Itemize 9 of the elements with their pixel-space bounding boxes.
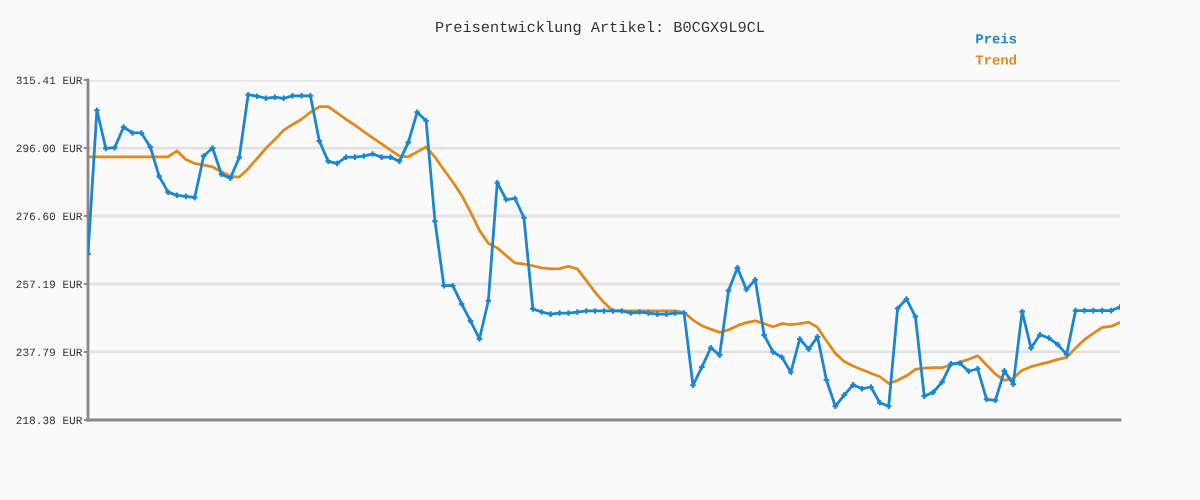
y-tick-label: 296.00 EUR xyxy=(16,144,83,153)
y-tick-label: 276.60 EUR xyxy=(16,212,83,221)
y-tick-label: 237.79 EUR xyxy=(16,348,83,357)
chart-title: Preisentwicklung Artikel: B0CGX9L9CL xyxy=(436,20,765,36)
text: Preis xyxy=(976,33,1017,44)
y-tick-label: 257.19 EUR xyxy=(16,280,83,289)
y-tick-label: 218.38 EUR xyxy=(16,416,83,425)
text: Trend xyxy=(975,54,1017,65)
y-tick-label: 315.41 EUR xyxy=(16,76,83,85)
